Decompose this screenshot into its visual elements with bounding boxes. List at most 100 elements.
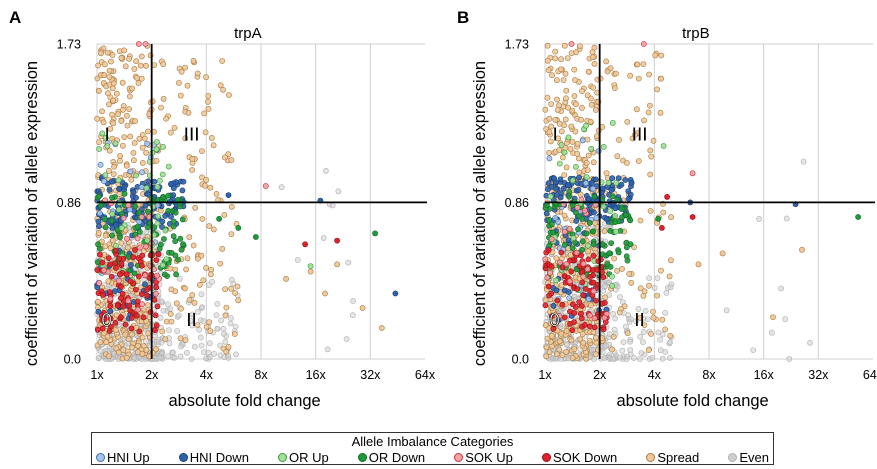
data-point (96, 280, 103, 286)
data-point (124, 122, 131, 129)
data-point (580, 260, 587, 267)
data-point (170, 349, 176, 356)
data-point (138, 184, 145, 191)
data-point (197, 334, 204, 341)
data-point (750, 347, 757, 353)
data-point (228, 231, 235, 237)
data-point (155, 251, 162, 258)
data-point (580, 339, 587, 346)
data-point (106, 328, 113, 334)
data-point (603, 58, 610, 65)
data-point (623, 244, 630, 251)
data-point (127, 168, 134, 175)
data-point (637, 333, 644, 340)
data-point (175, 80, 182, 86)
data-point (194, 322, 201, 328)
data-point (210, 226, 217, 233)
data-point (173, 271, 179, 278)
data-point (628, 179, 635, 186)
data-point (206, 223, 213, 229)
data-point (113, 222, 119, 228)
data-point (182, 64, 188, 71)
data-point (556, 160, 563, 167)
data-point (600, 203, 607, 210)
data-point (183, 349, 190, 356)
data-point (106, 67, 113, 74)
data-point (203, 74, 209, 81)
data-point (170, 223, 177, 230)
data-point (580, 273, 587, 280)
data-point (558, 330, 565, 337)
data-point (214, 300, 221, 307)
data-point (162, 336, 169, 342)
data-point (235, 224, 242, 231)
data-point (579, 88, 585, 95)
data-point (188, 356, 195, 362)
data-point (190, 57, 197, 64)
data-point (574, 204, 581, 211)
quadrant-label: II (186, 310, 197, 331)
panel-letter: B (457, 8, 469, 27)
data-point (584, 266, 591, 272)
panel-title: trpB (682, 25, 710, 42)
data-point (557, 176, 564, 183)
data-point (198, 148, 205, 154)
data-point (568, 337, 575, 344)
data-point (168, 286, 175, 293)
data-point (194, 308, 201, 315)
data-point (234, 283, 241, 290)
data-point (95, 308, 102, 315)
data-point (136, 328, 143, 335)
data-point (166, 340, 173, 347)
data-point (95, 230, 102, 236)
data-point (177, 353, 184, 360)
data-point (208, 134, 215, 141)
data-point (659, 224, 665, 231)
data-point (548, 236, 555, 243)
data-point (624, 330, 631, 337)
data-point (120, 303, 126, 310)
data-point (654, 292, 661, 299)
data-point (121, 134, 128, 140)
data-point (723, 307, 730, 314)
data-point (104, 143, 111, 149)
data-point (194, 255, 201, 262)
data-point (584, 167, 591, 173)
data-point (609, 175, 616, 182)
data-point (159, 328, 166, 335)
data-point (610, 355, 616, 362)
data-point (585, 248, 592, 255)
data-point (135, 80, 142, 86)
data-point (619, 265, 625, 272)
data-point (556, 313, 563, 319)
data-point (555, 218, 562, 225)
data-point (610, 333, 617, 340)
data-point (667, 284, 674, 291)
data-point (602, 294, 609, 301)
data-point (96, 139, 102, 145)
x-tick-label: 4x (648, 368, 662, 382)
data-point (153, 346, 159, 353)
x-tick-label: 32x (360, 368, 381, 382)
data-point (122, 63, 129, 70)
data-point (372, 230, 378, 237)
data-point (583, 122, 589, 129)
data-points (542, 41, 861, 362)
data-point (177, 235, 184, 242)
data-point (117, 283, 124, 290)
data-point (153, 157, 160, 164)
data-point (158, 298, 165, 305)
data-point (113, 327, 119, 333)
data-point (604, 216, 610, 222)
data-point (695, 261, 702, 268)
data-point (278, 184, 285, 191)
legend-label: HNI Down (189, 449, 249, 465)
data-point (170, 233, 177, 240)
data-point (129, 85, 136, 92)
data-point (641, 322, 648, 328)
data-point (627, 241, 634, 248)
data-point (109, 232, 115, 239)
data-point (378, 325, 385, 331)
legend-marker (454, 452, 464, 462)
data-point (129, 344, 135, 351)
